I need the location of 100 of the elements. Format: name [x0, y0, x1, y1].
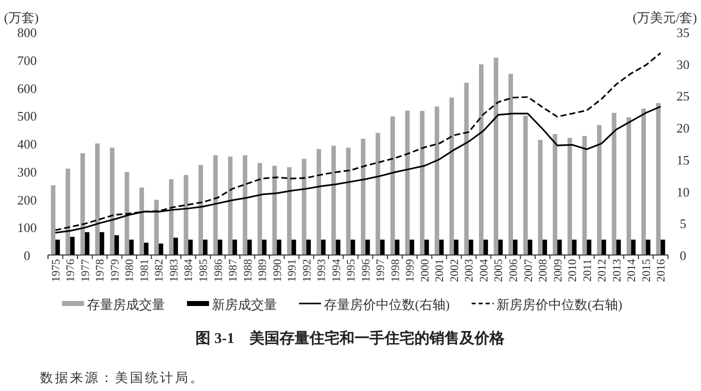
bar [139, 188, 144, 255]
bar [380, 240, 385, 255]
x-tick-label: 1988 [242, 258, 254, 282]
y2-tick-label: 5 [680, 216, 686, 232]
bar [306, 240, 311, 255]
bar [321, 240, 326, 255]
bar [350, 240, 356, 255]
bar [203, 240, 208, 255]
y-axis-title: (万套) [4, 10, 39, 25]
x-tick-label: 1991 [286, 258, 299, 282]
legend-label: 新房成交量 [212, 297, 277, 312]
y-tick-label: 500 [17, 108, 37, 124]
bar [173, 238, 178, 255]
x-tick-label: 1986 [212, 258, 225, 282]
x-tick-label: 2014 [626, 258, 638, 282]
x-tick-label: 1987 [228, 258, 240, 282]
legend-label: 存量房价中位数(右轴) [324, 297, 450, 312]
text: 图 3-1 美国存量住宅和一手住宅的销售及价格 [196, 329, 506, 347]
bar [552, 134, 558, 255]
y-tick-label: 600 [17, 80, 37, 96]
bar [55, 240, 60, 255]
bar [513, 240, 518, 255]
x-tick-label: 1984 [183, 258, 196, 282]
bar [100, 232, 104, 255]
bar [646, 240, 650, 255]
y-tick-label: 200 [17, 192, 37, 208]
bar [410, 240, 414, 255]
y-tick-label: 400 [17, 136, 37, 152]
x-tick-label: 2000 [419, 258, 432, 282]
bar [568, 138, 572, 255]
bar [528, 240, 532, 255]
bar [597, 125, 602, 255]
y2-tick-label: 15 [676, 152, 690, 168]
x-tick-label: 1997 [375, 258, 388, 282]
x-tick-label: 2005 [493, 258, 506, 282]
bar [247, 240, 252, 255]
x-tick-label: 1979 [109, 258, 122, 282]
y2-tick-label: 0 [680, 248, 686, 263]
y2-axis-title: (万美元/套) [632, 10, 697, 25]
bar [602, 240, 606, 255]
source-note: 数据来源：美国统计局。 [40, 370, 205, 385]
x-tick-label: 1983 [168, 258, 180, 282]
bar [184, 175, 188, 255]
x-tick-label: 1977 [80, 258, 92, 282]
bar [124, 172, 130, 255]
legend-label: 存量房成交量 [87, 297, 165, 312]
bar [66, 168, 70, 255]
bar [50, 185, 56, 255]
bar [198, 164, 203, 255]
x-tick-label: 1985 [198, 258, 210, 282]
bar [542, 240, 548, 255]
x-tick-label: 2003 [464, 258, 476, 282]
bar [218, 240, 222, 255]
y2-tick-label: 10 [676, 184, 690, 200]
bar [331, 146, 336, 255]
x-tick-label: 1993 [316, 258, 328, 282]
bar [439, 240, 444, 255]
x-tick-label: 2008 [538, 258, 550, 282]
bar [572, 240, 577, 255]
bar [478, 64, 484, 255]
bar [420, 110, 424, 255]
bar [626, 117, 632, 255]
bar [213, 155, 218, 255]
bar [144, 242, 148, 255]
x-tick-label: 2004 [478, 258, 490, 282]
bar [454, 240, 458, 255]
x-tick-label: 2007 [522, 258, 535, 282]
bar [276, 240, 282, 255]
bar [228, 156, 233, 255]
y2-tick-label: 30 [676, 56, 690, 72]
x-tick-label: 2010 [567, 258, 580, 282]
x-tick-label: 1989 [257, 258, 270, 282]
bar [376, 132, 380, 255]
x-tick-label: 1976 [65, 258, 78, 282]
bar [168, 179, 174, 255]
bar [616, 240, 621, 255]
bar [258, 163, 262, 255]
x-tick-label: 2009 [552, 258, 564, 282]
bar [84, 232, 90, 255]
bar [394, 240, 400, 255]
bar [70, 236, 75, 255]
bar [449, 98, 454, 255]
bar [360, 138, 366, 255]
bar [483, 240, 488, 255]
y-tick-label: 800 [17, 25, 37, 40]
bar [660, 240, 666, 255]
bar [262, 240, 267, 255]
bar [612, 112, 616, 255]
bar [316, 149, 322, 255]
bar [586, 240, 592, 255]
y2-tick-label: 35 [676, 25, 690, 40]
x-tick-label: 1980 [124, 258, 136, 282]
x-tick-label: 2016 [656, 258, 668, 282]
bar [523, 116, 528, 255]
bar [582, 136, 587, 255]
x-tick-label: 2012 [596, 258, 609, 282]
bar [464, 82, 469, 255]
bar [272, 166, 277, 255]
bar [538, 140, 543, 255]
x-tick-label: 2002 [448, 258, 461, 282]
